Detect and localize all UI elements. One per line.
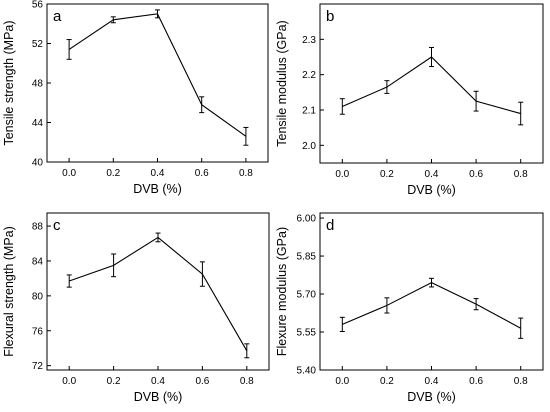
plot-frame xyxy=(319,212,544,371)
x-tick-label: 0.4 xyxy=(151,168,165,179)
panel-letter: c xyxy=(53,217,61,234)
x-tick-label: 0.8 xyxy=(514,376,528,387)
panel-b: 0.0 0.2 0.4 0.6 0.8 2.0 2.1 2.2 2.3 DVB (%) Tensil… xyxy=(275,3,544,197)
y-tick-label: 76 xyxy=(32,326,44,337)
y-tick-label: 44 xyxy=(32,118,44,129)
series-line xyxy=(342,282,521,329)
x-tick-label: 0.2 xyxy=(380,169,394,180)
y-tick-label: 80 xyxy=(32,291,44,302)
y-tick-label: 88 xyxy=(32,222,44,233)
y-tick-label: 5.40 xyxy=(297,366,317,377)
y-tick-label: 72 xyxy=(32,361,44,372)
x-tick-label: 0.0 xyxy=(335,376,349,387)
x-tick-label: 0.6 xyxy=(195,168,209,179)
panel-a: 0.0 0.2 0.4 0.6 0.8 40 44 48 52 56 DVB (%) Tensile … xyxy=(2,0,269,196)
plot-frame xyxy=(46,3,269,163)
x-axis-label: DVB (%) xyxy=(133,182,182,196)
x-tick-label: 0.0 xyxy=(335,169,349,180)
y-tick-label: 5.70 xyxy=(297,290,317,301)
y-tick-label: 2.1 xyxy=(302,106,316,117)
y-tick-label: 56 xyxy=(32,0,44,11)
y-tick-label: 48 xyxy=(32,79,44,90)
panel-d: 0.0 0.2 0.4 0.6 0.8 5.40 5.55 5.70 5.85 6.00 DVB (… xyxy=(275,212,544,404)
y-axis-label: Flexural strength (MPa) xyxy=(2,226,16,357)
x-axis-label: DVB (%) xyxy=(407,390,456,404)
series-line xyxy=(68,13,247,137)
x-tick-label: 0.0 xyxy=(62,168,76,179)
x-tick-label: 0.8 xyxy=(240,376,254,387)
x-tick-label: 0.2 xyxy=(107,376,121,387)
y-axis-label: Tensile modulus (GPa) xyxy=(275,20,289,146)
y-tick-label: 5.85 xyxy=(297,252,317,263)
x-axis-label: DVB (%) xyxy=(134,390,183,404)
panel-letter: a xyxy=(53,8,62,25)
y-tick-label: 2.0 xyxy=(302,141,316,152)
y-tick-label: 6.00 xyxy=(297,214,317,225)
x-tick-label: 0.4 xyxy=(151,376,165,387)
y-tick-label: 2.3 xyxy=(302,35,316,46)
x-tick-label: 0.6 xyxy=(469,376,483,387)
y-axis-label: Flexure modulus (GPa) xyxy=(275,227,289,356)
plot-frame xyxy=(319,3,544,164)
x-tick-label: 0.2 xyxy=(106,168,120,179)
y-axis-label: Tensile strength (MPa) xyxy=(2,20,16,145)
x-tick-label: 0.4 xyxy=(425,169,439,180)
y-tick-label: 52 xyxy=(32,39,44,50)
y-tick-label: 84 xyxy=(32,256,44,267)
x-tick-label: 0.8 xyxy=(239,168,253,179)
x-tick-label: 0.4 xyxy=(425,376,439,387)
x-tick-label: 0.6 xyxy=(195,376,209,387)
y-tick-label: 40 xyxy=(32,158,44,169)
series-line xyxy=(69,236,248,352)
x-tick-label: 0.6 xyxy=(469,169,483,180)
y-tick-label: 5.55 xyxy=(297,328,317,339)
x-tick-label: 0.2 xyxy=(380,376,394,387)
panel-letter: b xyxy=(326,8,334,25)
panel-letter: d xyxy=(326,217,334,234)
x-axis-label: DVB (%) xyxy=(407,183,456,197)
y-tick-label: 2.2 xyxy=(302,70,316,81)
panel-c: 0.0 0.2 0.4 0.6 0.8 72 76 80 84 88 DVB (%) Flexural… xyxy=(2,212,270,404)
x-tick-label: 0.8 xyxy=(514,169,528,180)
x-tick-label: 0.0 xyxy=(62,376,76,387)
